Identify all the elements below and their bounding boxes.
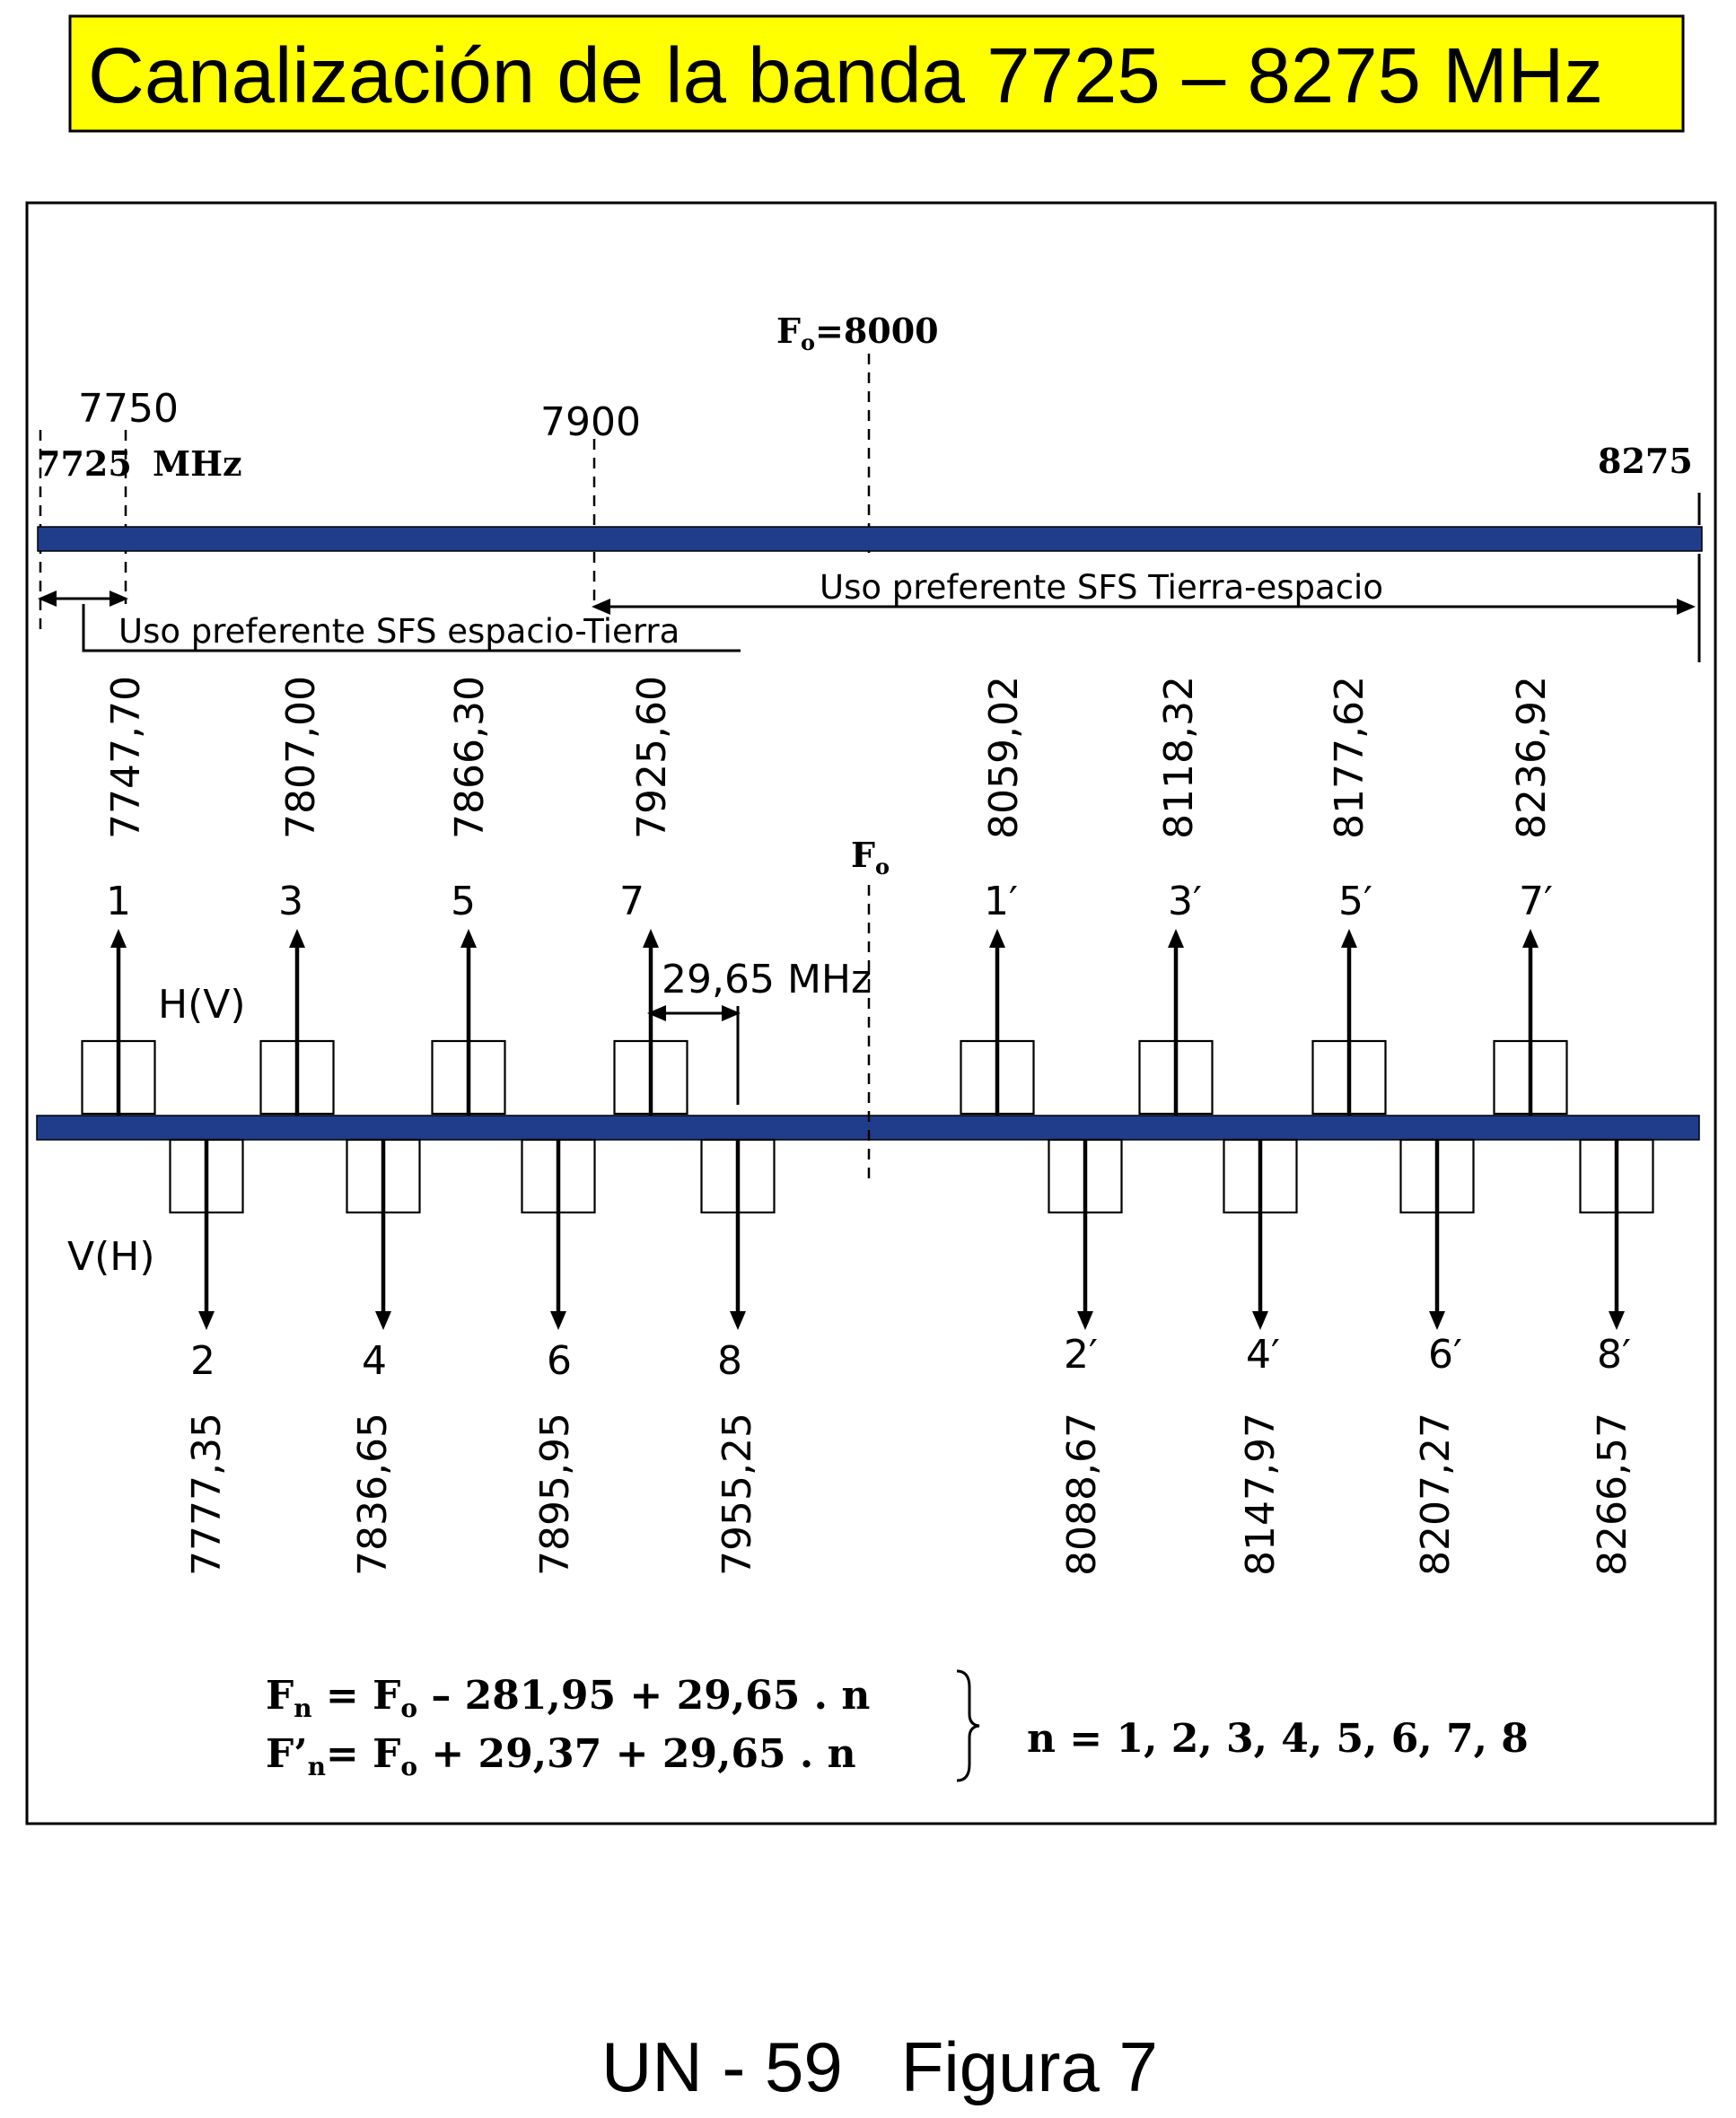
channel-8-number: 8 [717, 1338, 742, 1384]
fo-symbol: F [776, 311, 801, 351]
formula-fpn-rest: + 29,37 + 29,65 . n [417, 1731, 856, 1777]
channel-3-frequency: 7807,00 [278, 676, 324, 839]
space-to-earth-label: Uso preferente SFS espacio-Tierra [118, 612, 679, 651]
formula-fn-middle-subscript: o [400, 1694, 417, 1723]
channel-7-frequency: 7925,60 [629, 676, 675, 839]
channel-1-prime-number: 1′ [984, 879, 1018, 924]
page-title: Canalización de la banda 7725 – 8275 MHz [88, 32, 1603, 119]
channel-8-frequency: 7955,25 [715, 1413, 760, 1576]
fo-subscript: o [801, 329, 815, 355]
channel-6-prime-arrowhead [1429, 1311, 1445, 1330]
polarization-lower-label: V(H) [67, 1234, 155, 1280]
channel-5-number: 5 [451, 879, 476, 924]
band-bar [37, 526, 1703, 552]
mark-7900-label: 7900 [540, 399, 641, 445]
formula-n-range: n = 1, 2, 3, 4, 5, 6, 7, 8 [1027, 1716, 1529, 1762]
space-to-earth-bracket [82, 604, 741, 652]
band-start-unit: MHz [153, 443, 242, 484]
formula-brace [956, 1669, 980, 1782]
channel-1-frequency: 7747,70 [103, 676, 149, 839]
channel-8-prime-arrowhead [1609, 1311, 1625, 1330]
channel-4-prime-number: 4′ [1246, 1332, 1280, 1378]
formula-fn: Fn = Fo – 281,95 + 29,65 . n [266, 1673, 870, 1723]
formula-fpn-middle: = F [326, 1731, 400, 1777]
formula-fn-symbol: F [266, 1673, 294, 1719]
formula-fpn-symbol: F’ [266, 1731, 308, 1777]
polarization-upper-label: H(V) [158, 982, 246, 1028]
channel-5-arrowhead [460, 929, 477, 948]
formula-fn-rest: – 281,95 + 29,65 . n [417, 1673, 870, 1719]
channel-1-arrowhead [110, 929, 127, 948]
channel-4-prime-arrowhead [1252, 1311, 1268, 1330]
fo-center-label: Fo [851, 835, 890, 880]
channel-2-number: 2 [190, 1338, 215, 1384]
channel-5-frequency: 7866,30 [447, 676, 493, 839]
channel-3-number: 3 [278, 879, 303, 924]
mark-7750-label: 7750 [78, 386, 179, 432]
channel-6-prime-number: 6′ [1428, 1332, 1462, 1378]
fo-value: =8000 [815, 311, 939, 351]
channel-6-arrowhead [550, 1311, 566, 1330]
channel-5-prime-arrowhead [1341, 929, 1357, 948]
channel-2-arrowhead [198, 1311, 215, 1330]
channel-6-prime-frequency: 8207,27 [1413, 1413, 1459, 1576]
channel-7-arrowhead [643, 929, 659, 948]
channel-7-number: 7 [619, 879, 644, 924]
channel-8-prime-number: 8′ [1597, 1332, 1631, 1378]
figure-frame [25, 201, 1717, 1825]
channel-4-number: 4 [362, 1338, 387, 1384]
channel-3-prime-number: 3′ [1168, 879, 1202, 924]
channel-6-frequency: 7895,95 [532, 1413, 578, 1576]
band-start-label: 7725 [37, 443, 132, 484]
channel-6-number: 6 [547, 1338, 572, 1384]
channel-8-prime-frequency: 8266,57 [1590, 1413, 1635, 1576]
formula-fpn: F’n= Fo + 29,37 + 29,65 . n [266, 1731, 856, 1781]
channel-spacing-label: 29,65 MHz [662, 957, 872, 1002]
channel-group: 1 7747,70 3 7807,00 5 7866,30 7 7925,60 1′ 8059,0… [81, 676, 1654, 1576]
channel-5-prime-frequency: 8177,62 [1327, 676, 1372, 839]
channel-4-prime-frequency: 8147,97 [1238, 1413, 1284, 1576]
fo-8000-label: Fo=8000 [776, 311, 939, 355]
formula-fn-subscript: n [294, 1694, 311, 1723]
channel-2-prime-arrowhead [1077, 1311, 1093, 1330]
channel-1-prime-frequency: 8059,02 [981, 676, 1027, 839]
channel-1-prime-arrowhead [989, 929, 1005, 948]
channel-1-number: 1 [106, 879, 131, 924]
formula-fpn-middle-subscript: o [400, 1752, 417, 1781]
formula-fn-middle: = F [312, 1673, 401, 1719]
earth-to-space-label: Uso preferente SFS Tierra-espacio [820, 568, 1383, 607]
channel-8-arrowhead [730, 1311, 746, 1330]
figure-caption: UN - 59 Figura 7 [601, 2027, 1158, 2106]
channel-3-prime-arrowhead [1168, 929, 1184, 948]
channel-2-prime-number: 2′ [1064, 1332, 1098, 1378]
channel-7-prime-frequency: 8236,92 [1509, 676, 1555, 839]
band-end-label: 8275 [1598, 441, 1693, 481]
channel-2-frequency: 7777,35 [184, 1413, 230, 1576]
channel-7-prime-arrowhead [1522, 929, 1539, 948]
channel-3-arrowhead [289, 929, 305, 948]
fo-center-subscript: o [875, 853, 890, 880]
title-box [68, 14, 1685, 133]
channel-2-prime-frequency: 8088,67 [1059, 1413, 1105, 1576]
channel-7-prime-number: 7′ [1519, 879, 1553, 924]
channel-5-prime-number: 5′ [1338, 879, 1372, 924]
channel-4-frequency: 7836,65 [350, 1413, 396, 1576]
fo-center-symbol: F [851, 835, 875, 875]
channel-4-arrowhead [375, 1311, 391, 1330]
channel-3-prime-frequency: 8118,32 [1156, 676, 1202, 839]
formula-fpn-subscript: n [308, 1752, 326, 1781]
